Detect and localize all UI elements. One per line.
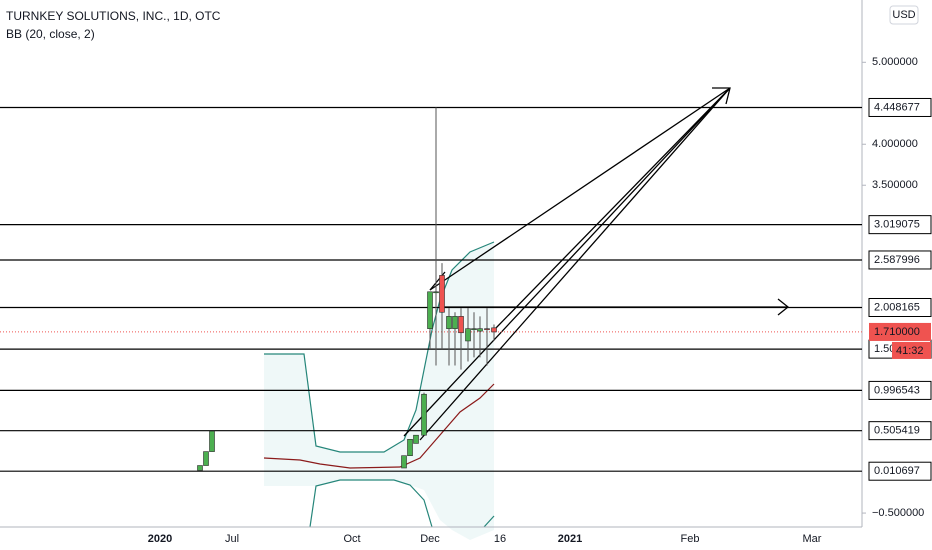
candle-body — [203, 451, 209, 466]
candle-body — [465, 328, 471, 342]
x-tick-label: 2021 — [558, 533, 582, 545]
level-label: 0.505419 — [874, 425, 920, 437]
trend-line — [403, 87, 731, 437]
candle-body — [439, 275, 445, 313]
level-label: 3.019075 — [874, 219, 920, 231]
currency-label[interactable]: USD — [892, 9, 915, 21]
candle-body — [433, 291, 439, 294]
trend-line — [493, 87, 731, 331]
level-label-box — [868, 421, 932, 441]
x-tick-label: Mar — [803, 533, 822, 545]
last-price-label: 1.710000 — [874, 326, 920, 338]
candle-body — [471, 328, 477, 330]
level-label: 0.010697 — [874, 465, 920, 477]
bb-upper — [264, 241, 495, 453]
level-label: 4.448677 — [874, 101, 920, 113]
level-label-box — [868, 380, 932, 400]
indicator-label: BB (20, close, 2) — [6, 27, 95, 41]
level-label: 2.008165 — [874, 301, 920, 313]
level-label: 0.996543 — [874, 384, 920, 396]
level-label-box — [868, 461, 932, 481]
countdown-box — [892, 341, 931, 359]
countdown-label: 41:32 — [896, 345, 924, 357]
chart-title: TURNKEY SOLUTIONS, INC., 1D, OTC — [6, 9, 221, 23]
candle-body — [484, 328, 490, 330]
x-tick-label: 16 — [494, 533, 506, 545]
candle-body — [458, 316, 464, 334]
bb-lower-2 — [483, 515, 495, 528]
level-label: 2.587996 — [874, 254, 920, 266]
candle-body — [421, 393, 427, 436]
candle-body — [452, 316, 458, 329]
y-tick-label: 4.000000 — [872, 138, 918, 150]
candle-body — [491, 327, 497, 333]
candle-body — [446, 316, 452, 329]
y-tick-label: −0.500000 — [872, 507, 924, 519]
candle-body — [407, 439, 413, 456]
x-tick-label: Oct — [343, 533, 360, 545]
level-label-box — [868, 97, 932, 117]
y-tick-label: 5.000000 — [872, 56, 918, 68]
candle-body — [209, 430, 215, 452]
bb-lower — [309, 479, 433, 528]
x-tick-label: 2020 — [148, 533, 172, 545]
trend-line — [419, 87, 731, 441]
level-label-box — [868, 215, 932, 235]
currency-button[interactable] — [889, 5, 919, 25]
level-label-box — [868, 250, 932, 270]
candle-body — [413, 434, 419, 444]
bb-basis — [263, 383, 495, 469]
x-tick-label: Jul — [225, 533, 239, 545]
candle-body — [197, 465, 203, 471]
y-tick-label: 3.500000 — [872, 179, 918, 191]
candle-body — [427, 291, 433, 329]
x-tick-label: Feb — [681, 533, 700, 545]
candle-body — [401, 455, 407, 469]
x-tick-label: Dec — [420, 533, 440, 545]
level-label-box — [868, 297, 932, 317]
candle-body — [477, 328, 483, 332]
trend-line — [429, 87, 731, 291]
arrow-head — [712, 87, 731, 105]
last-price-box — [869, 322, 931, 341]
